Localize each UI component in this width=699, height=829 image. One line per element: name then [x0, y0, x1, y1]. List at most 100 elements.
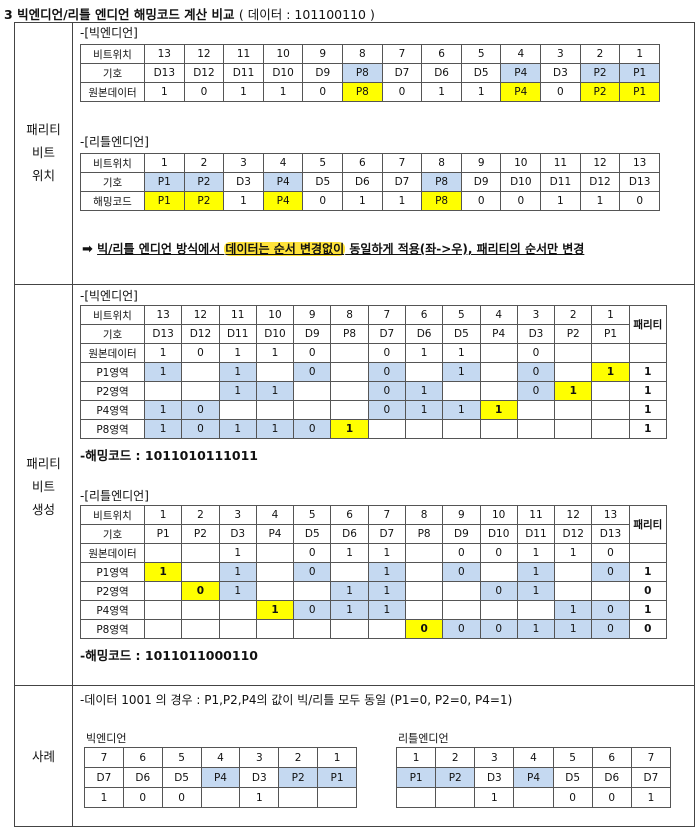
coverage-cell: 0: [479, 581, 518, 601]
coverage-cell: 0: [181, 581, 220, 601]
symbol-cell: D10: [500, 172, 542, 192]
bit-position-cell: 4: [255, 505, 295, 525]
row-header: 기호: [80, 172, 145, 192]
coverage-cell: 1: [330, 419, 369, 439]
symbol-cell: D3: [239, 767, 280, 788]
symbol-cell: D10: [255, 324, 295, 344]
bit-position-cell: 11: [223, 44, 264, 64]
coverage-cell: [442, 581, 481, 601]
parity-column-header: 패리티: [628, 305, 668, 344]
value-row: 해밍코드 P1 P2 1 P4 0 1 1 P8 0 0 1 1 0: [80, 191, 660, 211]
bit-position-cell: 5: [552, 747, 593, 768]
symbol-cell: D9: [302, 63, 344, 83]
original-data-cell: 1: [143, 343, 183, 363]
bit-position-cell: 7: [367, 305, 406, 325]
original-data-cell: 0: [293, 543, 332, 563]
bit-position-row: 비트위치 1 2 3 4 5 6 7 8 9 10 11 12 13: [80, 153, 660, 173]
original-data-cell: [404, 543, 444, 563]
original-data-cell: 0: [442, 543, 481, 563]
coverage-cell: 0: [591, 562, 630, 582]
bit-position-cell: 1: [317, 747, 357, 768]
coverage-cell: 1: [442, 400, 481, 420]
value-cell: 0: [460, 191, 502, 211]
parity-group-row: P2영역 0 1 1 1 0 1 0: [80, 581, 668, 601]
value-cell: P2: [183, 191, 225, 211]
bit-position-cell: 5: [302, 153, 344, 173]
title-data: ( 데이터 : 101100110 ): [238, 7, 375, 22]
symbol-cell: P8: [404, 524, 444, 544]
symbol-cell: P2: [579, 63, 621, 83]
row-header: P8영역: [80, 419, 145, 439]
symbol-cell: D6: [591, 767, 632, 788]
coverage-cell: [330, 362, 369, 382]
parity-value: 1: [628, 362, 668, 382]
bit-position-cell: 2: [181, 505, 220, 525]
original-data-cell: 0: [479, 543, 518, 563]
coverage-cell: 1: [143, 419, 183, 439]
bit-position-cell: 1: [619, 44, 660, 64]
original-data-cell: [330, 343, 369, 363]
section-divider-1: [14, 284, 695, 285]
caption-big-endian-generation: -[빅엔디언]: [80, 289, 138, 303]
original-data-cell: [255, 543, 295, 563]
coverage-cell: 1: [255, 381, 295, 401]
bit-position-cell: 6: [122, 747, 163, 768]
value-cell: [317, 787, 357, 808]
bit-position-cell: 13: [619, 153, 660, 173]
symbol-cell: D5: [293, 524, 332, 544]
coverage-cell: [479, 419, 518, 439]
coverage-cell: 1: [255, 419, 295, 439]
coverage-cell: [404, 362, 444, 382]
coverage-cell: 1: [367, 562, 406, 582]
symbol-cell: D11: [516, 524, 556, 544]
parity-value: 1: [628, 400, 668, 420]
value-cell: [435, 787, 476, 808]
parity-cell: [628, 543, 668, 563]
bit-position-cell: 6: [404, 305, 444, 325]
coverage-cell: 0: [293, 562, 332, 582]
bit-position-cell: 10: [262, 44, 304, 64]
bit-position-cell: 3: [540, 44, 581, 64]
coverage-cell: 0: [516, 381, 556, 401]
value-cell: 0: [161, 787, 202, 808]
example-caption: -데이터 1001 의 경우 : P1,P2,P4의 값이 빅/리틀 모두 동일…: [80, 693, 513, 707]
bit-position-cell: 9: [302, 44, 344, 64]
coverage-cell: 1: [516, 619, 556, 639]
symbol-cell: D5: [161, 767, 202, 788]
value-cell: 1: [630, 787, 672, 808]
bit-position-cell: 7: [381, 153, 423, 173]
coverage-cell: [404, 581, 444, 601]
bit-position-cell: 5: [460, 44, 502, 64]
coverage-cell: [143, 381, 183, 401]
bit-position-cell: 1: [395, 747, 437, 768]
parity-group-row: P4영역 1 0 1 1 1 0 1: [80, 600, 668, 620]
coverage-cell: [591, 419, 630, 439]
coverage-cell: 1: [143, 362, 183, 382]
symbol-cell: P2: [554, 324, 593, 344]
symbol-cell: D11: [223, 63, 264, 83]
bit-position-row: 비트위치 13 12 11 10 9 8 7 6 5 4 3 2 1: [80, 44, 660, 64]
value-cell: 1: [84, 787, 124, 808]
original-data-cell: [591, 343, 630, 363]
row-header: P2영역: [80, 581, 145, 601]
symbol-cell: D7: [381, 172, 423, 192]
value-cell: P8: [342, 82, 383, 102]
symbol-cell: D3: [223, 172, 264, 192]
section-divider-2: [14, 685, 695, 686]
coverage-cell: 1: [218, 581, 257, 601]
value-cell: P4: [262, 191, 304, 211]
coverage-cell: [516, 600, 556, 620]
coverage-cell: [181, 619, 220, 639]
little-endian-generation-table: 비트위치 1 2 3 4 5 6 7 8 9 10 11 12 13 패리티 기호 P1 P2 D3 P4 D5 D6 D7…: [80, 505, 668, 639]
little-endian-hamming-code: -해밍코드 : 1011011000110: [80, 648, 258, 663]
symbol-cell: D3: [540, 63, 581, 83]
symbol-cell: D5: [460, 63, 502, 83]
coverage-cell: 0: [181, 419, 220, 439]
value-cell: 0: [183, 82, 225, 102]
symbol-cell: P2: [435, 767, 476, 788]
symbol-cell: P4: [513, 767, 554, 788]
row-header: 기호: [80, 63, 145, 83]
bit-position-cell: 10: [479, 505, 518, 525]
bit-position-cell: 2: [183, 153, 225, 173]
coverage-cell: [330, 381, 369, 401]
